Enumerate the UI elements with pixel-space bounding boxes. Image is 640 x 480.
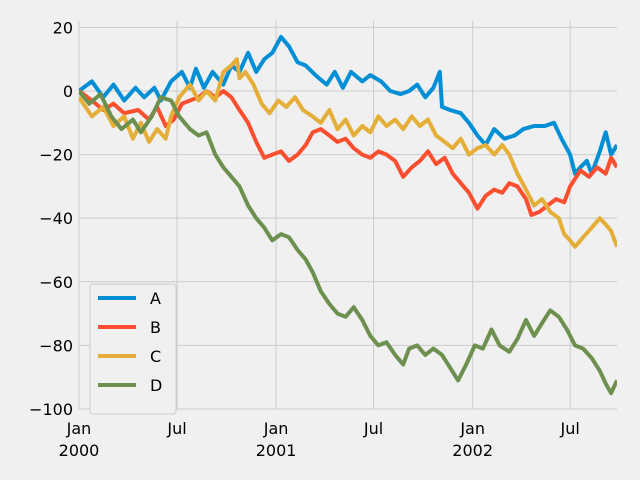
y-tick-label: 20	[53, 18, 73, 37]
y-tick-label: −40	[39, 209, 73, 228]
x-tick-label: Jul	[363, 419, 383, 438]
x-axis-ticks: Jan 2000 Jul Jan 2001 Jul Jan 2002 Jul	[59, 419, 580, 460]
series-lines	[79, 34, 617, 396]
x-tick-label: Jul	[166, 419, 186, 438]
y-axis-ticks: 20 0 −20 −40 −60 −80 −100	[29, 18, 73, 419]
series-line-d	[79, 89, 617, 396]
x-tick-label: Jan	[263, 419, 289, 438]
grid	[78, 21, 617, 410]
y-tick-label: −20	[39, 146, 73, 165]
y-tick-label: −100	[29, 400, 73, 419]
x-tick-label: Jan	[66, 419, 92, 438]
legend-label-c: C	[150, 347, 161, 366]
y-tick-label: −80	[39, 336, 73, 355]
x-tick-year-label: 2001	[256, 441, 297, 460]
x-tick-year-label: 2000	[59, 441, 100, 460]
x-tick-year-label: 2002	[452, 441, 493, 460]
legend-box	[89, 283, 177, 415]
y-tick-label: 0	[63, 82, 73, 101]
series-line-b	[79, 89, 617, 217]
series-line-a	[79, 34, 617, 176]
x-tick-label: Jan	[459, 419, 485, 438]
x-tick-label: Jul	[559, 419, 579, 438]
series-line-c	[79, 57, 617, 249]
legend-label-b: B	[150, 318, 161, 337]
legend-label-d: D	[150, 376, 162, 395]
y-tick-label: −60	[39, 273, 73, 292]
legend-label-a: A	[150, 289, 161, 308]
